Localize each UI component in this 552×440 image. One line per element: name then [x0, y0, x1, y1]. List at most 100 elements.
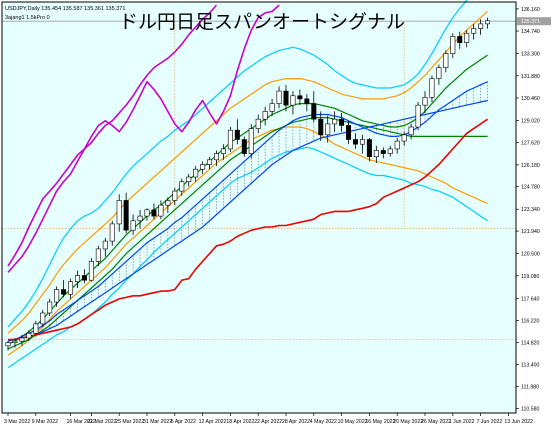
price-tick-label: 131.880	[521, 74, 540, 80]
time-tick-label: 3 Mar 2022	[4, 419, 30, 425]
price-tick-label: 130.460	[521, 96, 540, 102]
symbol-info: USDJPY,Daily 135.454 135.587 135.361 135…	[5, 6, 125, 12]
time-tick-label: 1 Jun 2022	[449, 419, 475, 425]
candle-body	[248, 128, 254, 154]
candle-body	[408, 126, 414, 136]
indicator-info: 3ajang1 1.5kPro 0	[5, 15, 50, 21]
candle-body	[290, 95, 296, 106]
candle-body	[214, 153, 220, 161]
candle-body	[471, 28, 477, 34]
candle-body	[137, 215, 143, 222]
candle-body	[109, 223, 115, 242]
indicator-line	[7, 4, 280, 273]
candle-body	[193, 168, 199, 178]
indicator-line	[7, 4, 218, 267]
candle-body	[227, 129, 233, 150]
indicator-line	[7, 10, 488, 334]
candle-body	[464, 32, 470, 43]
chart-title: ドル円日足スパンオートシグナル	[119, 11, 405, 33]
candle-body	[359, 139, 365, 145]
candle-body	[262, 111, 268, 120]
indicator-line	[8, 118, 489, 341]
candle-body	[26, 333, 32, 339]
candle-body	[429, 78, 435, 98]
price-tick-label: 136.160	[521, 7, 540, 13]
candle-body	[179, 181, 185, 192]
candle-body	[325, 123, 331, 136]
current-price-box	[517, 17, 551, 26]
candle-body	[123, 200, 129, 231]
candle-body	[366, 139, 372, 158]
time-tick-label: 13 Jun 2022	[504, 419, 533, 425]
candle-body	[311, 103, 317, 120]
time-tick-label: 20 May 2022	[393, 419, 423, 425]
candle-body	[40, 312, 46, 325]
candle-body	[304, 98, 310, 104]
time-tick-label: 4 May 2022	[310, 419, 337, 425]
candlesticks	[5, 17, 491, 351]
price-tick-label: 116.220	[521, 318, 539, 324]
indicator-line	[7, 81, 488, 342]
candle-body	[200, 164, 206, 170]
candle-body	[5, 342, 11, 347]
candle-body	[269, 103, 275, 112]
candle-body	[172, 190, 178, 201]
plot-background	[2, 2, 516, 413]
time-tick-label: 16 May 2022	[365, 419, 395, 425]
candle-body	[380, 150, 386, 154]
candle-body	[297, 95, 303, 100]
price-tick-label: 121.940	[521, 229, 540, 235]
price-tick-label: 133.300	[521, 52, 540, 58]
price-tick-label: 114.820	[521, 340, 539, 346]
candle-body	[276, 90, 282, 104]
price-tick-label: 124.780	[521, 185, 540, 191]
candle-body	[47, 301, 53, 314]
price-tick-label: 123.340	[521, 207, 540, 213]
indicator-line	[7, 116, 488, 350]
candle-body	[165, 200, 171, 206]
candle-body	[234, 129, 240, 140]
candle-body	[33, 323, 39, 334]
price-tick-label: 110.580	[521, 407, 539, 413]
indicator-lines	[7, 0, 489, 369]
price-tick-label: 119.080	[521, 274, 539, 280]
candle-body	[373, 150, 379, 158]
candle-body	[12, 340, 18, 343]
price-tick-label: 117.640	[521, 296, 539, 302]
candle-body	[352, 139, 358, 145]
candle-body	[61, 289, 67, 295]
candle-body	[283, 90, 289, 106]
price-tick-label: 113.400	[521, 363, 539, 369]
candle-body	[81, 275, 87, 281]
candle-body	[443, 53, 449, 68]
candle-body	[144, 209, 150, 217]
candle-body	[158, 204, 164, 217]
horizontal-levels	[2, 20, 516, 340]
candle-body	[68, 281, 74, 295]
time-tick-label: 7 Jun 2022	[477, 419, 503, 425]
candle-body	[478, 23, 484, 29]
candle-body	[255, 118, 261, 129]
candle-body	[220, 148, 226, 154]
time-tick-label: 26 May 2022	[421, 419, 451, 425]
plot-frame	[1, 1, 517, 414]
candle-body	[318, 118, 324, 136]
candle-body	[88, 261, 94, 281]
candle-body	[207, 159, 213, 165]
candle-body	[151, 209, 157, 217]
current-price-label: 135.371	[521, 19, 540, 25]
indicator-line	[7, 99, 488, 342]
candle-body	[401, 134, 407, 142]
time-tick-label: 25 Mar 2022	[115, 419, 144, 425]
candle-body	[415, 104, 421, 128]
candle-body	[116, 200, 122, 225]
candle-body	[485, 20, 491, 25]
candle-body	[346, 125, 352, 140]
candle-body	[75, 275, 81, 283]
price-tick-label: 134.740	[521, 29, 540, 35]
candle-body	[394, 140, 400, 150]
candle-body	[130, 220, 136, 231]
indicator-line	[7, 126, 488, 356]
